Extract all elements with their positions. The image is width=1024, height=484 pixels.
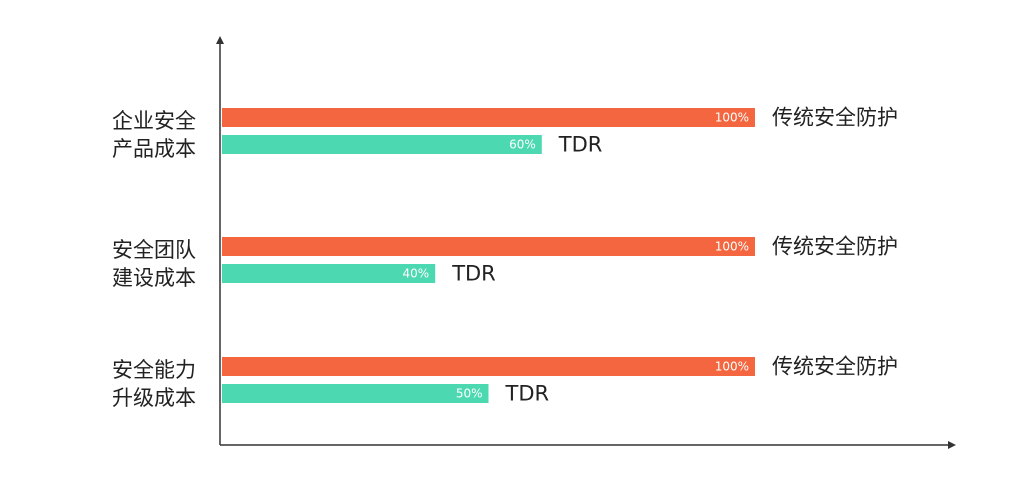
category-label-line: 安全团队 bbox=[112, 238, 196, 262]
bar bbox=[222, 384, 489, 403]
data-label: 100% bbox=[715, 111, 749, 125]
series-label: TDR bbox=[558, 133, 603, 157]
series-label: 传统安全防护 bbox=[772, 235, 898, 259]
category-label: 安全团队建设成本 bbox=[112, 238, 196, 290]
category-label: 安全能力升级成本 bbox=[112, 358, 196, 410]
category-label-line: 企业安全 bbox=[112, 109, 196, 133]
category-label-line: 产品成本 bbox=[112, 137, 196, 161]
bar bbox=[222, 264, 436, 283]
category-label: 企业安全产品成本 bbox=[112, 109, 196, 161]
data-label: 60% bbox=[509, 138, 536, 152]
data-label: 100% bbox=[715, 240, 749, 254]
bars: 100% 传统安全防护 60% TDR 100% 传统安全防护 40% TDR 100% 传统安全… bbox=[222, 106, 898, 406]
series-label: 传统安全防护 bbox=[772, 355, 898, 379]
x-axis-arrow-icon bbox=[948, 441, 956, 449]
y-axis-arrow-icon bbox=[216, 36, 224, 44]
series-label: 传统安全防护 bbox=[772, 106, 898, 130]
category-label-line: 安全能力 bbox=[112, 358, 196, 382]
data-label: 50% bbox=[456, 387, 483, 401]
category-label-line: 升级成本 bbox=[112, 386, 196, 410]
category-label-line: 建设成本 bbox=[112, 266, 196, 290]
bar bbox=[222, 135, 542, 154]
chart-axes bbox=[216, 36, 956, 449]
bar bbox=[222, 108, 755, 127]
data-label: 40% bbox=[403, 267, 430, 281]
series-label: TDR bbox=[505, 382, 550, 406]
series-label: TDR bbox=[451, 262, 496, 286]
bar bbox=[222, 237, 755, 256]
bar bbox=[222, 357, 755, 376]
data-label: 100% bbox=[715, 360, 749, 374]
